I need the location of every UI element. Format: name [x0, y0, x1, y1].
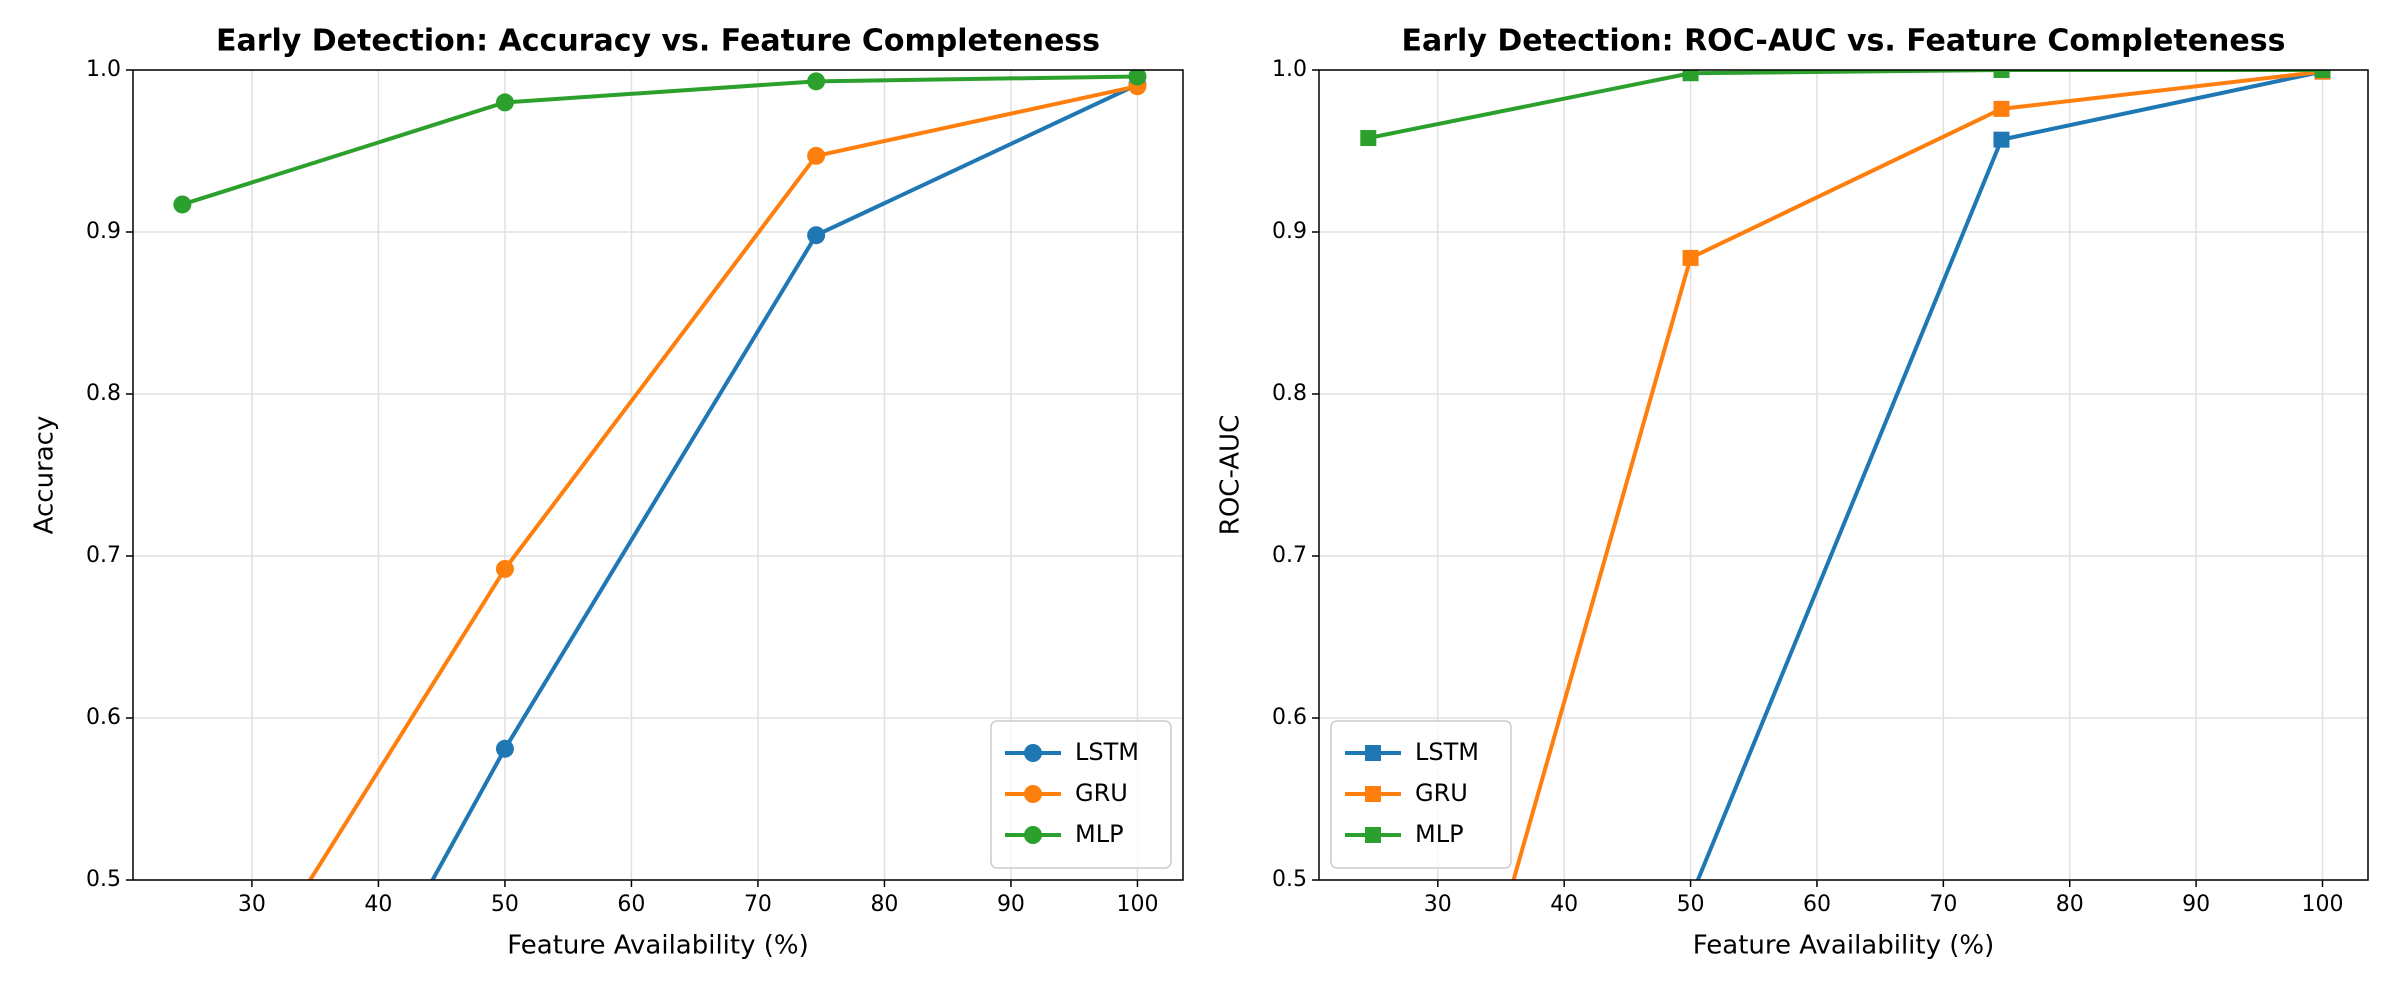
y-tick-label: 1.0 [86, 57, 121, 82]
x-tick-label: 40 [364, 892, 392, 917]
marker [1365, 827, 1381, 843]
marker [495, 559, 514, 578]
marker [2314, 70, 2331, 78]
x-tick-label: 60 [617, 892, 645, 917]
x-tick-label: 40 [1550, 892, 1578, 917]
legend: LSTM GRU MLP [1330, 720, 1512, 869]
marker [173, 195, 192, 214]
x-tick-label: 50 [1677, 892, 1705, 917]
marker [1128, 70, 1147, 86]
y-tick-label: 0.9 [1272, 219, 1307, 244]
x-tick-label: 80 [2056, 892, 2084, 917]
chart-title: Early Detection: ROC-AUC vs. Feature Com… [1402, 24, 2286, 59]
x-axis-label: Feature Availability (%) [507, 931, 809, 961]
marker [1360, 953, 1376, 969]
legend-label: GRU [1415, 779, 1468, 807]
plot-area [1360, 70, 2331, 969]
x-tick-label: 30 [238, 892, 266, 917]
marker [1365, 745, 1381, 761]
y-tick-label: 0.7 [86, 543, 121, 568]
chart-title: Early Detection: Accuracy vs. Feature Co… [216, 24, 1100, 59]
x-tick-label: 70 [744, 892, 772, 917]
x-tick-label: 100 [1116, 892, 1158, 917]
plot-frame [1318, 69, 2369, 881]
x-tick-label: 80 [870, 892, 898, 917]
legend: LSTM GRU MLP [990, 720, 1172, 869]
data-line [307, 84, 1138, 880]
y-tick-label: 1.0 [1272, 57, 1307, 82]
y-tick-label: 0.9 [86, 219, 121, 244]
data-line [1367, 70, 2323, 141]
x-tick-label: 30 [1424, 892, 1452, 917]
legend-label: LSTM [1075, 738, 1139, 766]
marker [1993, 100, 2010, 117]
marker [495, 93, 514, 112]
x-tick-label: 90 [2182, 892, 2210, 917]
legend-label: MLP [1075, 820, 1124, 848]
y-tick-label: 0.6 [1272, 705, 1307, 730]
y-tick-label: 0.8 [1272, 381, 1307, 406]
marker [1682, 70, 1699, 82]
data-line [1695, 70, 2323, 880]
x-tick-label: 60 [1803, 892, 1831, 917]
marker [1993, 131, 2010, 148]
y-tick-label: 0.6 [86, 705, 121, 730]
x-axis-label: Feature Availability (%) [1693, 931, 1995, 961]
y-tick-label: 0.8 [86, 381, 121, 406]
plot-area [173, 70, 1147, 880]
legend-label: GRU [1075, 779, 1128, 807]
data-line [430, 82, 1139, 880]
plot-frame [132, 69, 1184, 881]
marker [1993, 70, 2010, 78]
chart-panel: 30 40 50 60 70 80 90 100 0.5 0.6 0.7 0.8 0.9 1.0 Early… [30, 24, 1184, 961]
data-line [181, 74, 1138, 207]
legend-label: MLP [1415, 820, 1464, 848]
marker [1024, 785, 1042, 803]
x-tick-label: 70 [1929, 892, 1957, 917]
marker [1024, 744, 1042, 762]
marker [807, 146, 826, 165]
marker [807, 226, 826, 245]
marker [807, 72, 826, 91]
data-line [1511, 70, 2323, 880]
marker [1365, 786, 1381, 802]
x-tick-label: 100 [2302, 892, 2344, 917]
y-axis-label: ROC-AUC [1216, 415, 1246, 535]
x-tick-label: 50 [491, 892, 519, 917]
y-tick-label: 0.5 [1272, 867, 1307, 892]
legend-label: LSTM [1415, 738, 1479, 766]
marker [1682, 249, 1699, 266]
y-tick-label: 0.5 [86, 867, 121, 892]
marker [1360, 130, 1377, 147]
marker [1024, 826, 1042, 844]
chart-panel: 30 40 50 60 70 80 90 100 0.5 0.6 0.7 0.8 0.9 1.0 Early… [1216, 24, 2369, 969]
y-tick-label: 0.7 [1272, 543, 1307, 568]
x-tick-label: 90 [997, 892, 1025, 917]
marker [495, 739, 514, 758]
y-axis-label: Accuracy [30, 416, 60, 535]
